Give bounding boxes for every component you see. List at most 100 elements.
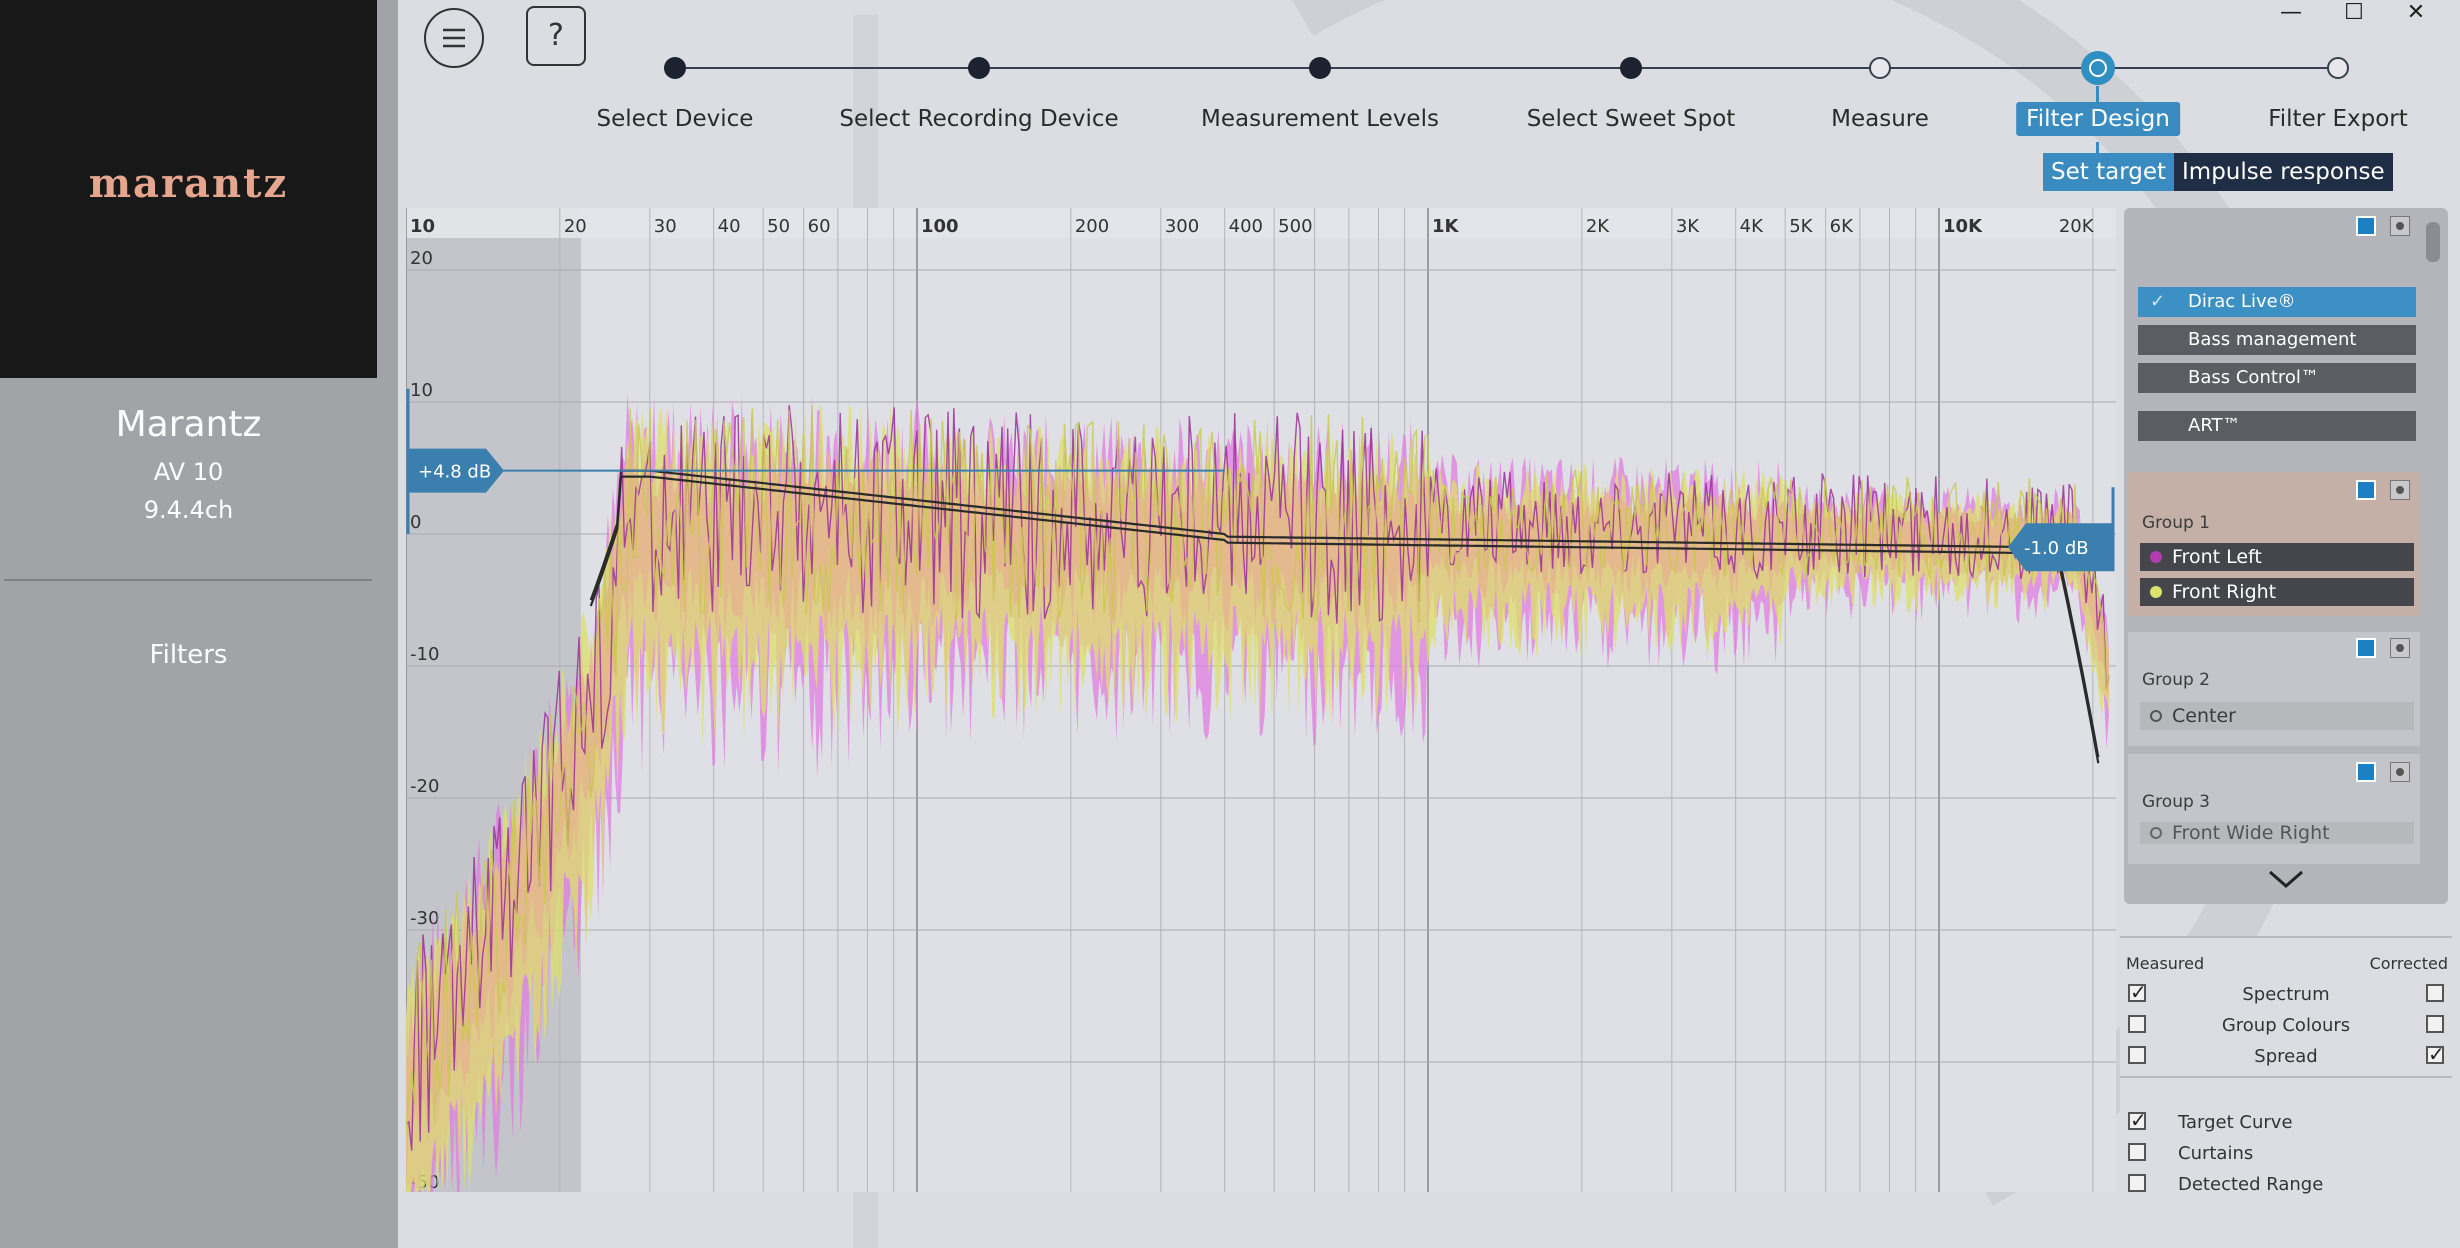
channel-front-right-label: Front Right (2172, 581, 2277, 603)
filter-art-label: ART™ (2188, 415, 2241, 436)
y-tick-label: 20 (410, 248, 433, 269)
tab-impulse-response[interactable]: Impulse response (2174, 153, 2393, 191)
y-tick-label: 0 (410, 512, 421, 533)
group-1-title: Group 1 (2142, 513, 2210, 533)
help-button[interactable]: ? (526, 6, 586, 66)
step-dot-7[interactable] (2327, 57, 2349, 79)
x-tick-label: 2K (1586, 216, 1610, 237)
display-options: Measured Corrected Spectrum Group Colour… (2120, 936, 2452, 1200)
step-label-4[interactable]: Select Sweet Spot (1526, 106, 1736, 132)
detected-range-label: Detected Range (2178, 1174, 2324, 1195)
step-label-7[interactable]: Filter Export (2268, 106, 2408, 132)
filter-dirac-button[interactable]: ✓ Dirac Live® (2138, 287, 2416, 317)
detected-range-checkbox[interactable] (2128, 1174, 2146, 1192)
x-tick-label: 10K (1943, 216, 1983, 237)
spectrum-corrected-checkbox[interactable] (2426, 984, 2444, 1002)
group-1-solo-icon[interactable] (2390, 480, 2410, 500)
step-dot-2[interactable] (968, 57, 990, 79)
step-label-5[interactable]: Measure (1831, 106, 1929, 132)
group-2-link-icon[interactable] (2356, 638, 2376, 658)
right-gain-handle (2008, 523, 2112, 572)
x-tick-label: 400 (1229, 216, 1263, 237)
active-tab-connector (2096, 142, 2099, 156)
x-tick-label: 4K (1740, 216, 1764, 237)
link-icon[interactable] (2356, 216, 2376, 236)
filter-design-tabs: Set target Impulse response (2043, 153, 2393, 191)
step-label-2[interactable]: Select Recording Device (839, 106, 1119, 132)
x-tick-label: 200 (1075, 216, 1109, 237)
scroll-down-area[interactable] (2124, 864, 2448, 904)
spread-corrected-checkbox[interactable] (2426, 1042, 2445, 1066)
step-dot-1[interactable] (664, 57, 686, 79)
device-panel: marantz Marantz AV 10 9.4.4ch Filters (0, 0, 398, 1248)
group-2-solo-icon[interactable] (2390, 638, 2410, 658)
y-tick-label: -10 (410, 644, 439, 665)
x-tick-label: 300 (1165, 216, 1199, 237)
left-gain-handle (408, 448, 504, 493)
front-left-color-dot (2150, 551, 2162, 563)
channel-front-wide-right[interactable]: Front Wide Right (2140, 822, 2414, 844)
filter-bass-control-label: Bass Control™ (2188, 367, 2319, 388)
x-tick-label: 500 (1278, 216, 1312, 237)
channel-front-left-label: Front Left (2172, 546, 2262, 568)
close-button[interactable]: ✕ (2406, 0, 2426, 25)
x-tick-label: 40 (718, 216, 741, 237)
left-gain-label: +4.8 dB (418, 462, 491, 483)
step-label-3[interactable]: Measurement Levels (1201, 106, 1439, 132)
frequency-response-plot[interactable]: 10 20 30 40 50 60 100 200 300 400 500 1K 2K 3K 4K 5K 6K 1… (405, 208, 2116, 1195)
step-label-6[interactable]: Filter Design (2016, 102, 2180, 136)
filter-bass-management-button[interactable]: Bass management (2138, 325, 2416, 355)
front-right-curve (405, 405, 2110, 1133)
corrected-header: Corrected (2369, 954, 2448, 973)
y-tick-label: -20 (410, 776, 439, 797)
plot-svg[interactable]: 10 20 30 40 50 60 100 200 300 400 500 1K 2K 3K 4K 5K 6K 1… (405, 208, 2116, 1195)
group-3-solo-icon[interactable] (2390, 762, 2410, 782)
axis-header (406, 208, 2116, 238)
x-tick-label: 50 (767, 216, 790, 237)
front-right-color-dot (2150, 586, 2162, 598)
spectrum-label: Spectrum (2242, 984, 2330, 1005)
right-gain-label: -1.0 dB (2024, 538, 2089, 559)
channel-front-right[interactable]: Front Right (2140, 578, 2414, 606)
x-tick-label: 10 (410, 216, 435, 237)
active-step-connector (2096, 86, 2099, 104)
tab-set-target[interactable]: Set target (2043, 153, 2175, 191)
nav-filters[interactable]: Filters (149, 640, 228, 670)
channel-front-left[interactable]: Front Left (2140, 543, 2414, 571)
group-colours-corrected-checkbox[interactable] (2426, 1015, 2444, 1033)
curtains-label: Curtains (2178, 1143, 2254, 1164)
spectrum-measured-checkbox[interactable] (2128, 980, 2147, 1004)
channel-center[interactable]: Center (2140, 702, 2414, 730)
target-curve-checkbox[interactable] (2128, 1108, 2147, 1132)
stepper-track (675, 67, 2338, 69)
measured-header: Measured (2126, 954, 2205, 973)
step-dot-3[interactable] (1309, 57, 1331, 79)
curtains-checkbox[interactable] (2128, 1143, 2146, 1161)
center-radio-icon (2150, 710, 2162, 722)
solo-icon[interactable] (2390, 216, 2410, 236)
step-dot-6[interactable] (2081, 51, 2115, 85)
step-dot-5[interactable] (1869, 57, 1891, 79)
menu-icon (443, 28, 465, 48)
brand-logo: marantz (88, 160, 289, 207)
spread-measured-checkbox[interactable] (2128, 1046, 2146, 1064)
group-3-title: Group 3 (2142, 792, 2210, 812)
filter-art-button[interactable]: ART™ (2138, 411, 2416, 441)
menu-button[interactable] (424, 8, 484, 68)
minimize-button[interactable]: — (2280, 0, 2302, 25)
maximize-button[interactable]: ☐ (2344, 0, 2364, 25)
step-dot-4[interactable] (1620, 57, 1642, 79)
step-label-1[interactable]: Select Device (596, 106, 754, 132)
scrollbar-thumb[interactable] (2426, 222, 2440, 262)
x-tick-label: 3K (1676, 216, 1700, 237)
group-1-link-icon[interactable] (2356, 480, 2376, 500)
channel-center-label: Center (2172, 705, 2236, 727)
x-tick-label: 20 (564, 216, 587, 237)
divider (2120, 1076, 2452, 1078)
group-colours-label: Group Colours (2221, 1015, 2351, 1036)
device-channels: 9.4.4ch (143, 496, 234, 524)
group-3-link-icon[interactable] (2356, 762, 2376, 782)
filter-bass-control-button[interactable]: Bass Control™ (2138, 363, 2416, 393)
group-colours-measured-checkbox[interactable] (2128, 1015, 2146, 1033)
y-tick-label: -30 (410, 908, 439, 929)
